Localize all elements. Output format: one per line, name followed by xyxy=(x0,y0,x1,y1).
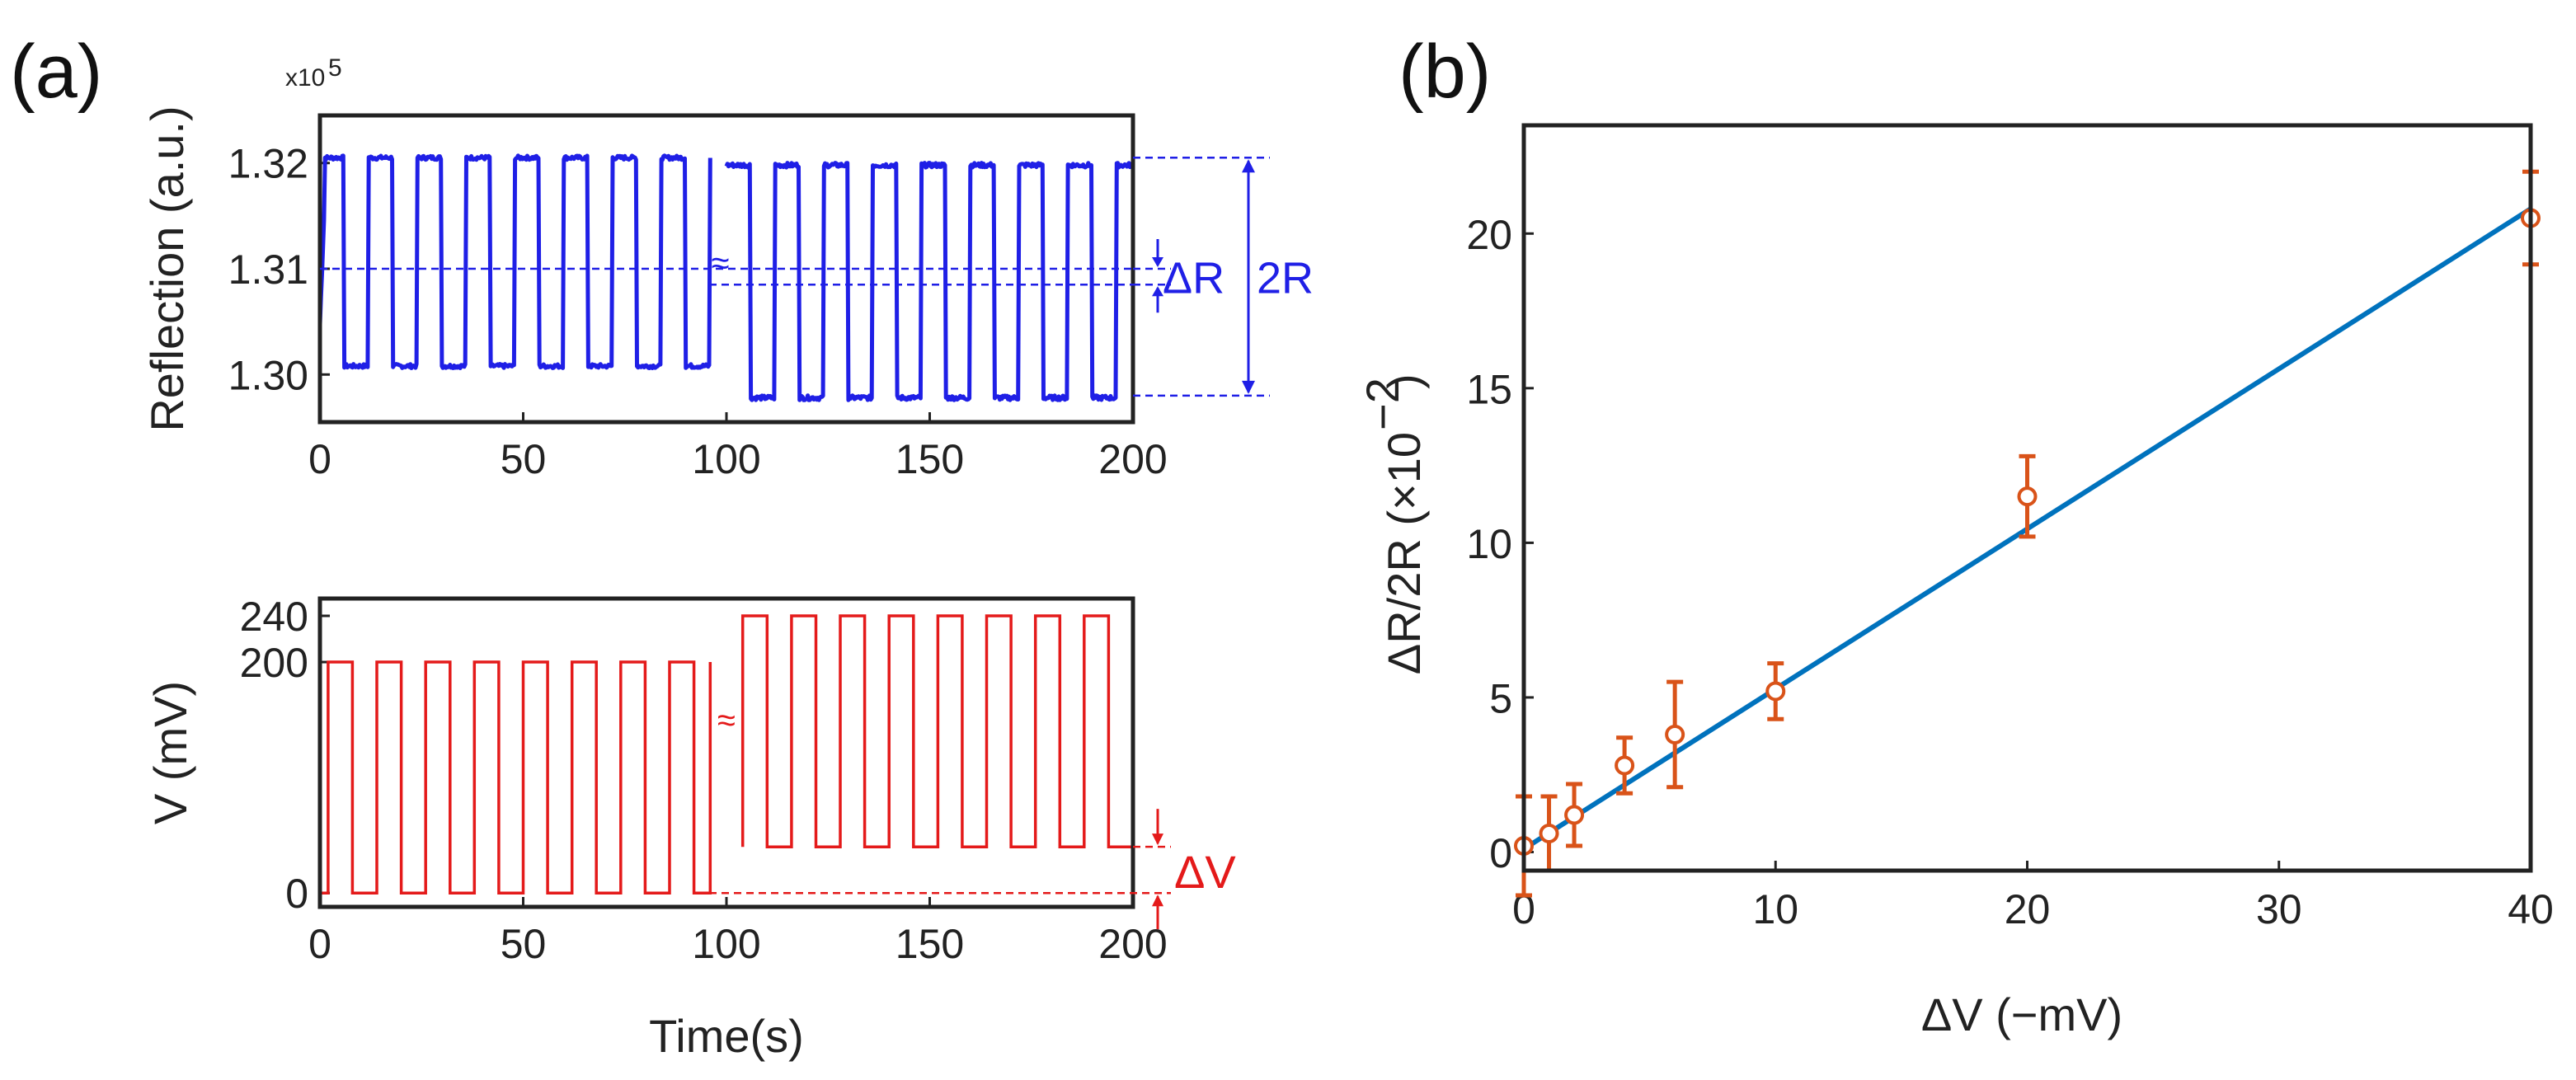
chart-a-top: 0 50 100 150 200 1.30 1.31 1.32 ≈ x10 5 Reflect… xyxy=(141,54,1314,482)
two-r-arrowhead-bottom xyxy=(1242,380,1255,394)
b-xlabel: ΔV (−mV) xyxy=(1921,988,2122,1040)
y-tick-label: 1.30 xyxy=(228,352,308,398)
data-point xyxy=(2017,486,2038,507)
y-tick-label: 1.32 xyxy=(228,141,308,187)
a-top-annotations: ΔR 2R xyxy=(320,157,1314,397)
a-bottom-xlabel: Time(s) xyxy=(649,1010,804,1062)
delta-v-label: ΔV xyxy=(1174,846,1236,898)
a-bottom-plot-area: ≈ xyxy=(320,614,1135,895)
voltage-series-segment-2 xyxy=(740,614,1135,848)
delta-v-arrowhead-bottom xyxy=(1152,895,1163,907)
reflection-series-segment-1 xyxy=(317,153,712,370)
a-top-plot-area: ≈ xyxy=(317,153,1135,402)
x-tick-label: 50 xyxy=(501,436,547,482)
x-tick-label: 30 xyxy=(2256,886,2302,932)
a-top-ylabel: Reflection (a.u.) xyxy=(141,106,193,431)
a-top-multiplier: x10 xyxy=(285,64,325,92)
x-tick-label: 100 xyxy=(692,921,760,967)
x-tick-label: 150 xyxy=(895,921,964,967)
y-tick-label: 0 xyxy=(285,871,308,917)
x-tick-label: 50 xyxy=(501,921,547,967)
panel-label-b: (b) xyxy=(1398,30,1491,114)
a-bottom-annotations: ΔV xyxy=(709,809,1236,930)
x-tick-label: 200 xyxy=(1098,436,1167,482)
a-bottom-ylabel: V (mV) xyxy=(144,681,196,824)
x-tick-label: 0 xyxy=(308,921,331,967)
delta-r-arrowhead-bottom xyxy=(1152,286,1163,297)
data-point xyxy=(1564,805,1585,825)
a-bottom-break-marker: ≈ xyxy=(717,702,736,739)
x-tick-label: 20 xyxy=(2005,886,2051,932)
b-plot-area xyxy=(1514,169,2541,898)
b-ylabel: ΔR/2R (×10 −2 ) xyxy=(1356,373,1430,674)
data-point xyxy=(1665,724,1685,744)
a-top-ticks: 0 50 100 150 200 1.30 1.31 1.32 xyxy=(228,141,1168,482)
y-tick-label: 5 xyxy=(1489,676,1512,722)
y-tick-label: 200 xyxy=(240,640,308,686)
delta-r-label: ΔR xyxy=(1163,254,1225,303)
y-tick-label: 15 xyxy=(1466,367,1512,413)
a-top-multiplier-exponent: 5 xyxy=(328,54,342,82)
y-tick-label: 10 xyxy=(1466,521,1512,567)
delta-v-arrowhead-top xyxy=(1152,833,1163,846)
y-tick-label: 0 xyxy=(1489,830,1512,876)
x-tick-label: 10 xyxy=(1752,886,1798,932)
b-ylabel-close: ) xyxy=(1378,373,1430,389)
data-point xyxy=(1615,755,1635,776)
x-tick-label: 0 xyxy=(308,436,331,482)
data-point xyxy=(1765,681,1786,702)
reflection-series-segment-2 xyxy=(724,161,1135,402)
x-tick-label: 150 xyxy=(895,436,964,482)
y-tick-label: 1.31 xyxy=(228,247,308,293)
panel-label-a: (a) xyxy=(10,30,102,114)
y-tick-label: 20 xyxy=(1466,212,1512,258)
x-tick-label: 200 xyxy=(1098,921,1167,967)
two-r-label: 2R xyxy=(1257,254,1314,303)
x-tick-label: 40 xyxy=(2508,886,2554,932)
y-tick-label: 240 xyxy=(240,594,308,640)
two-r-arrowhead-top xyxy=(1242,159,1255,173)
x-tick-label: 100 xyxy=(692,436,760,482)
a-bottom-axes-box xyxy=(317,596,1135,909)
b-axes-box xyxy=(1521,123,2533,873)
voltage-series-segment-1 xyxy=(320,660,712,895)
a-top-break-marker: ≈ xyxy=(712,245,730,281)
b-ylabel-main: ΔR/2R (×10 xyxy=(1378,432,1430,674)
data-point xyxy=(1539,823,1559,843)
delta-r-arrowhead-top xyxy=(1152,257,1163,267)
b-ylabel-exponent: −2 xyxy=(1356,378,1408,430)
